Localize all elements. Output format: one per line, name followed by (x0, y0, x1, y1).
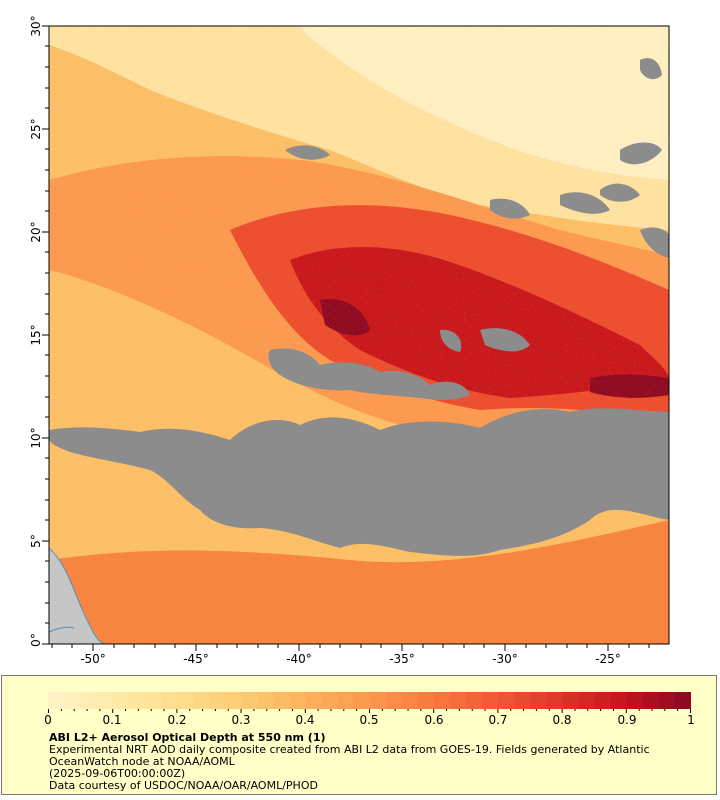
colorbar-segment (224, 692, 241, 709)
colorbar-segment (482, 692, 499, 709)
colorbar-segment (240, 692, 258, 709)
no-data-northeast-cloud (640, 58, 662, 80)
colorbar-label-0.9: 0.9 (617, 713, 637, 727)
river (49, 626, 75, 633)
legend-panel: 0 0.1 0.2 0.3 0.4 0.5 0.6 0.7 0.8 0.9 1 … (1, 675, 717, 795)
colorbar-segment (369, 692, 386, 709)
colorbar-segment (530, 692, 547, 709)
colorbar-segment (353, 692, 370, 709)
lon-label-minus25: -25° (595, 652, 621, 666)
colorbar-label-0.2: 0.2 (167, 713, 187, 727)
colorbar-segment (160, 692, 177, 709)
no-data-north-streaks (285, 142, 669, 258)
colorbar-segment (417, 692, 434, 709)
product-title: ABI L2+ Aerosol Optical Depth at 550 nm … (49, 731, 326, 744)
colorbar-segment (273, 692, 290, 709)
data-credit: Data courtesy of USDOC/NOAA/OAR/AOML/PHO… (49, 779, 318, 792)
coastline (49, 547, 105, 644)
lat-label-0: 0° (29, 633, 43, 647)
colorbar-segment (401, 692, 418, 709)
description-line-2: OceanWatch node at NOAA/AOML (49, 755, 235, 768)
colorbar-segment (48, 692, 65, 709)
colorbar-segment (658, 692, 676, 709)
colorbar-label-0: 0 (44, 713, 52, 727)
colorbar-segment (675, 692, 692, 709)
colorbar-segment (112, 692, 129, 709)
colorbar-segment (546, 692, 563, 709)
land-south-america (49, 548, 104, 644)
x-axis-ticks (51, 644, 650, 651)
no-data-central (268, 348, 470, 400)
colorbar-segment (466, 692, 483, 709)
colorbar-segment (96, 692, 113, 709)
lat-label-15: 15° (29, 324, 43, 346)
lat-label-10: 10° (29, 427, 43, 449)
colorbar-label-1: 1 (687, 713, 695, 727)
colorbar-label-0.7: 0.7 (488, 713, 508, 727)
colorbar-segment (610, 692, 627, 709)
colorbar-segment (642, 692, 659, 709)
colorbar-segment (433, 692, 450, 709)
colorbar-segment (176, 692, 193, 709)
colorbar-segment (321, 692, 338, 709)
lat-label-30: 30° (29, 15, 43, 37)
colorbar-segment (337, 692, 354, 709)
colorbar-label-0.3: 0.3 (231, 713, 251, 727)
colorbar-segment (626, 692, 643, 709)
lat-label-5: 5° (29, 534, 43, 548)
colorbar-segment (578, 692, 595, 709)
no-data-east-cloud (440, 328, 530, 352)
colorbar-segment (385, 692, 402, 709)
colorbar-segment (257, 692, 274, 709)
colorbar-segment (208, 692, 225, 709)
colorbar-segment (144, 692, 161, 709)
colorbar-segment (514, 692, 531, 709)
colorbar-label-0.4: 0.4 (295, 713, 315, 727)
y-axis-ticks (42, 25, 49, 645)
colorbar-segment (128, 692, 145, 709)
lon-label-minus35: -35° (389, 652, 415, 666)
lon-label-minus30: -30° (492, 652, 518, 666)
lon-label-minus40: -40° (286, 652, 312, 666)
colorbar-ticks (48, 709, 691, 713)
lon-label-minus45: -45° (183, 652, 209, 666)
colorbar-segment (594, 692, 611, 709)
description-line-1: Experimental NRT AOD daily composite cre… (49, 743, 650, 756)
colorbar-segment (64, 692, 81, 709)
colorbar-segment (80, 692, 97, 709)
no-data-itcz (49, 408, 669, 556)
colorbar-label-0.1: 0.1 (102, 713, 122, 727)
lat-label-20: 20° (29, 221, 43, 243)
map-plot-area: 30° 25° 20° 15° 10° 5° 0° -50° -45° -40°… (29, 15, 670, 666)
colorbar-label-0.6: 0.6 (424, 713, 444, 727)
lon-label-minus50: -50° (80, 652, 106, 666)
colorbar-segment (562, 692, 579, 709)
lat-label-25: 25° (29, 118, 43, 140)
colorbar-label-0.8: 0.8 (552, 713, 572, 727)
colorbar (48, 692, 692, 709)
timestamp: (2025-09-06T00:00:00Z) (49, 767, 186, 780)
colorbar-segment (305, 692, 322, 709)
colorbar-segment (289, 692, 306, 709)
colorbar-segment (498, 692, 515, 709)
colorbar-segment (192, 692, 209, 709)
colorbar-label-0.5: 0.5 (359, 713, 379, 727)
aod-map (42, 25, 670, 651)
colorbar-segment (449, 692, 467, 709)
